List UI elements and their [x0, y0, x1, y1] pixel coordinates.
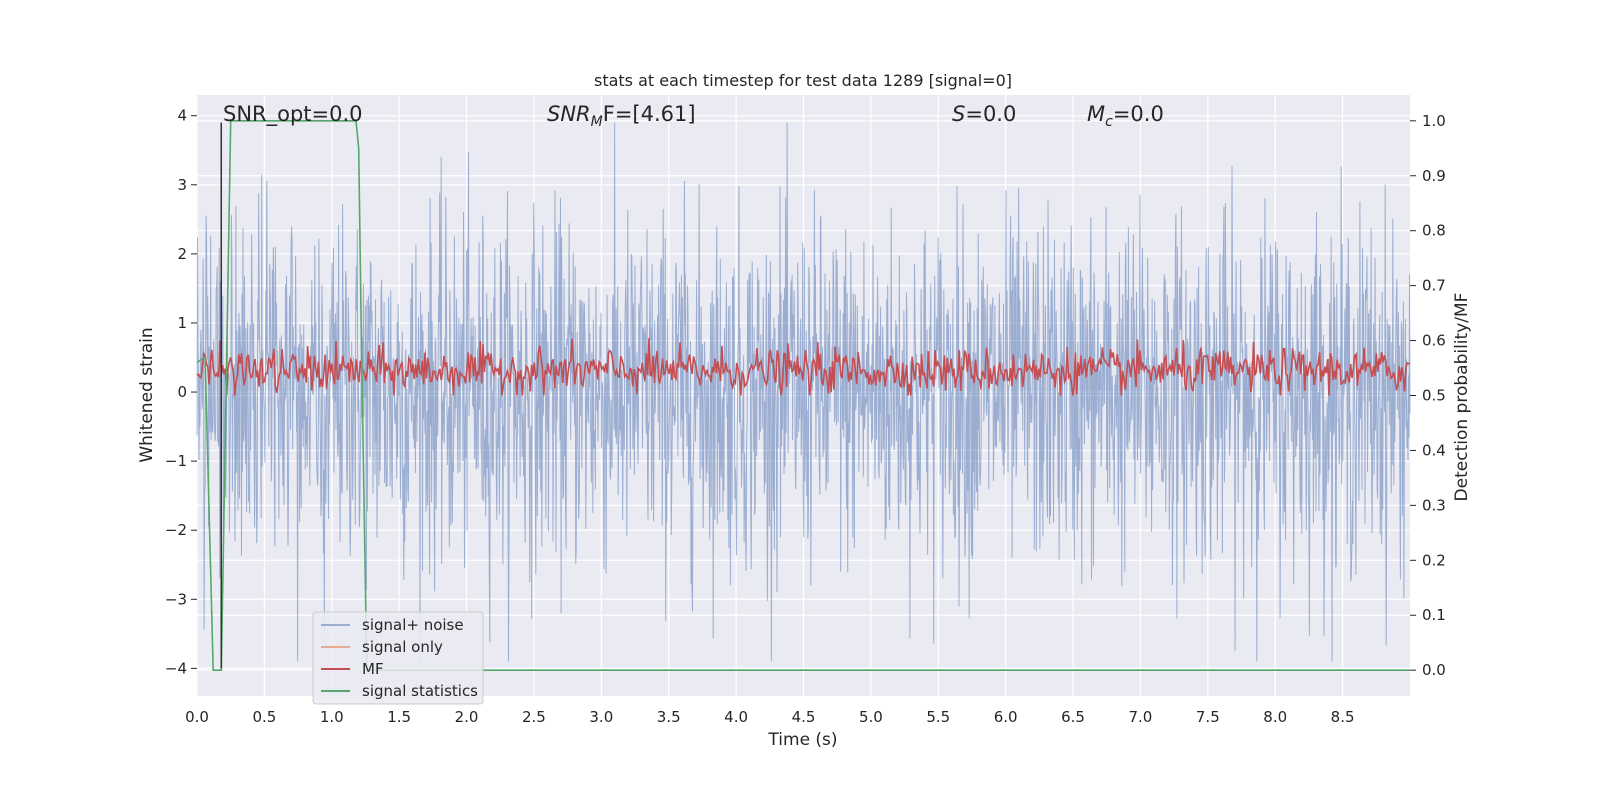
x-tick-label: 6.0	[994, 708, 1018, 726]
legend-label-signal-only: signal only	[362, 638, 443, 656]
y2-tick-label: 0.7	[1422, 277, 1446, 295]
chart-title: stats at each timestep for test data 128…	[594, 71, 1012, 90]
y2-tick-label: 0.2	[1422, 551, 1446, 569]
y-tick-label: −3	[165, 590, 187, 608]
y-tick-label: 3	[177, 176, 187, 194]
series-signal-statistics	[196, 120, 1410, 671]
y2-tick-label: 0.9	[1422, 167, 1446, 185]
x-tick-label: 1.5	[387, 708, 411, 726]
y-tick-label: 4	[177, 107, 187, 125]
annotation-mc: Mc=0.0	[1087, 102, 1164, 130]
y2-tick-label: 1.0	[1422, 112, 1446, 130]
x-tick-label: 2.5	[522, 708, 546, 726]
x-tick-label: 8.5	[1331, 708, 1355, 726]
y2-tick-label: 0.6	[1422, 332, 1446, 350]
annotation-s: S=0.0	[952, 102, 1016, 126]
y2-tick-label: 0.5	[1422, 387, 1446, 405]
x-axis-label: Time (s)	[767, 730, 837, 750]
legend-box	[312, 611, 484, 705]
y-tick-label: −1	[165, 452, 187, 470]
legend-label-mf: MF	[362, 660, 384, 678]
x-tick-label: 4.0	[724, 708, 748, 726]
x-tick-label: 2.0	[455, 708, 479, 726]
x-tick-label: 5.0	[859, 708, 883, 726]
x-tick-label: 0.5	[252, 708, 276, 726]
x-tick-label: 1.0	[320, 708, 344, 726]
x-tick-label: 6.5	[1061, 708, 1085, 726]
annotation-snr-mf: SNRMF=[4.61]	[547, 102, 696, 130]
y2-tick-label: 0.8	[1422, 222, 1446, 240]
legend-label-signal-statistics: signal statistics	[362, 682, 478, 700]
x-axis-ticks: 0.0 0.5 1.0 1.5 2.0 2.5 3.0 3.5 4.0 4.5 5.0 5.5 6.0 6…	[185, 708, 1354, 726]
y-axis-ticks: 4 3 2 1 0 −1 −2 −3 −4	[165, 107, 197, 677]
x-tick-label: 7.5	[1196, 708, 1220, 726]
x-tick-label: 7.0	[1129, 708, 1153, 726]
x-tick-label: 5.5	[926, 708, 950, 726]
x-tick-label: 4.5	[792, 708, 816, 726]
y2-tick-label: 0.0	[1422, 661, 1446, 679]
x-tick-label: 0.0	[185, 708, 209, 726]
y-tick-label: 0	[177, 383, 187, 401]
legend-label-signal-noise: signal+ noise	[362, 616, 464, 634]
legend: signal+ noise signal only MF signal stat…	[312, 611, 484, 705]
y2-tick-label: 0.4	[1422, 441, 1446, 459]
y2-axis-label: Detection probability/MF	[1452, 293, 1472, 502]
y-tick-label: −4	[165, 659, 187, 677]
y2-tick-label: 0.1	[1422, 606, 1446, 624]
y-tick-label: −2	[165, 521, 187, 539]
y-tick-label: 1	[177, 314, 187, 332]
y-tick-label: 2	[177, 245, 187, 263]
y2-tick-label: 0.3	[1422, 496, 1446, 514]
x-tick-label: 3.5	[657, 708, 681, 726]
annotation-snr-opt: SNR_opt=0.0	[223, 102, 363, 127]
x-tick-label: 8.0	[1263, 708, 1287, 726]
series-mf	[196, 338, 1411, 396]
y-axis-label: Whitened strain	[137, 327, 157, 462]
x-tick-label: 3.0	[589, 708, 613, 726]
mf-line	[196, 338, 1411, 396]
y2-axis-ticks: 1.0 0.9 0.8 0.7 0.6 0.5 0.4 0.3 0.2 0.1 0.0	[1410, 112, 1446, 679]
signal-statistics-line	[196, 120, 1410, 671]
